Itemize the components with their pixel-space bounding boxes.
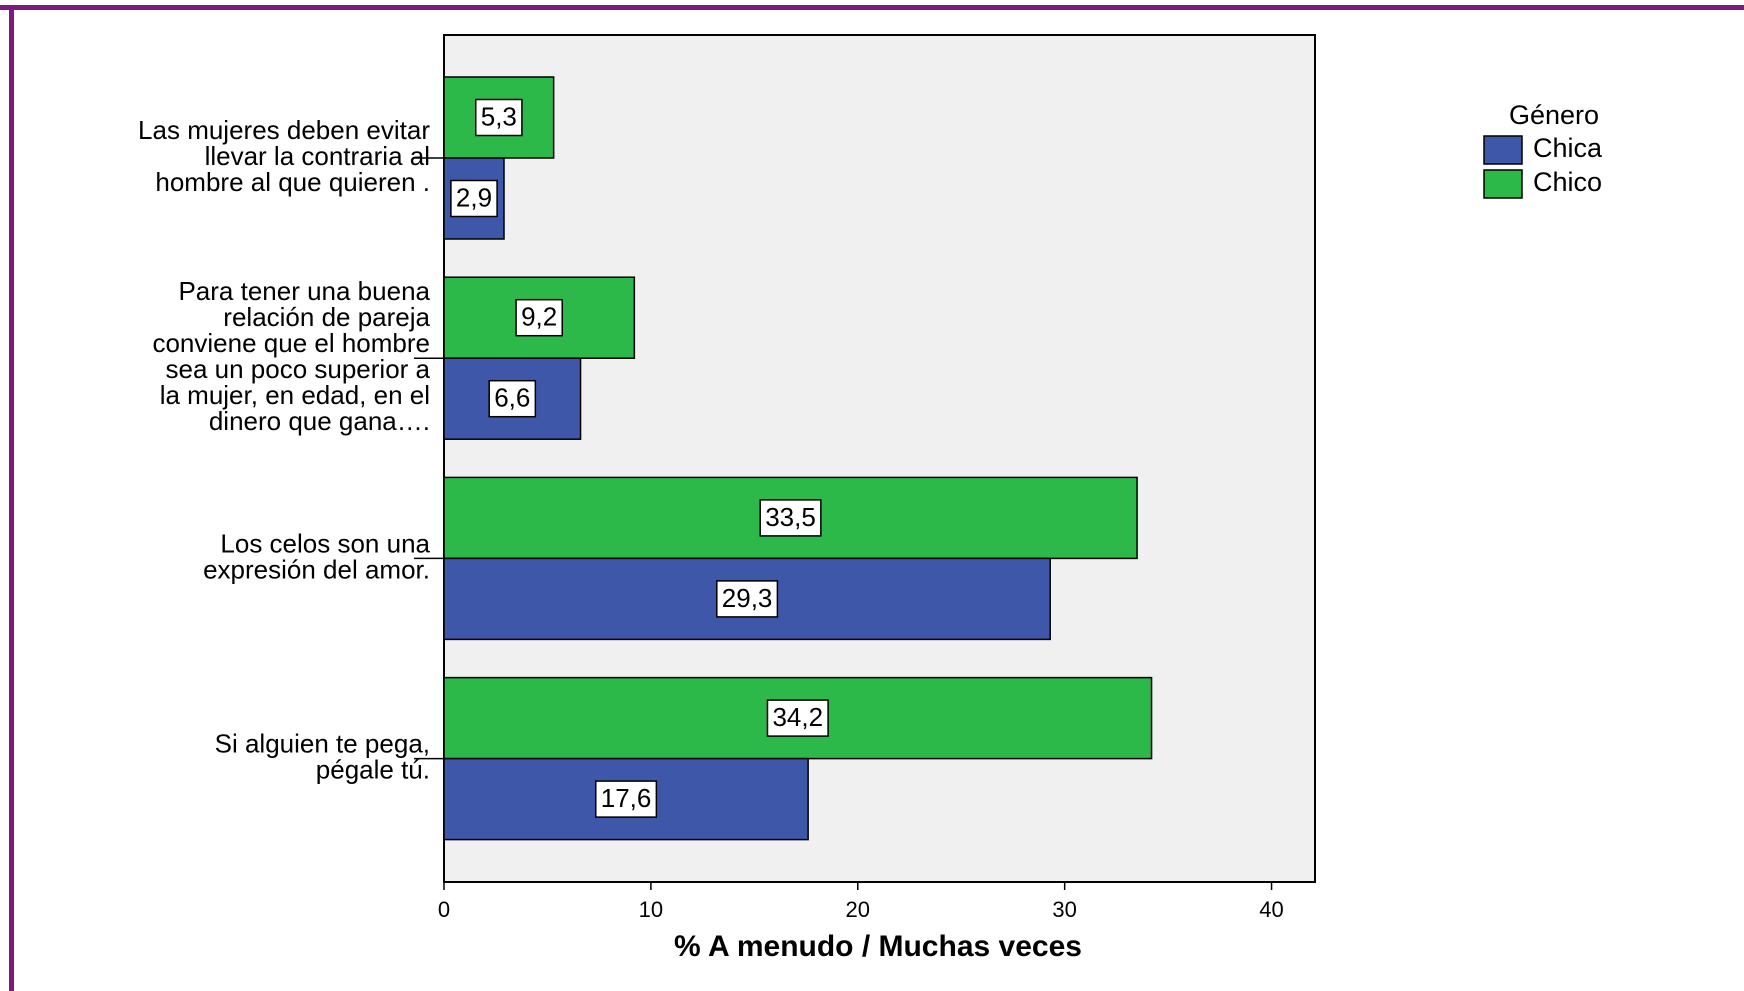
y-tick-label: llevar la contraria al [205, 141, 430, 171]
y-tick-label: Para tener una buena [178, 276, 430, 306]
legend-label: Chico [1533, 167, 1602, 197]
y-tick-label: conviene que el hombre [152, 328, 430, 358]
value-label-box [766, 699, 829, 737]
legend-title: Género [1509, 100, 1599, 130]
y-tick-label: pégale tú. [316, 754, 430, 784]
value-label: 2,9 [456, 182, 492, 212]
y-tick-label: Las mujeres deben evitar [138, 115, 430, 145]
value-label: 33,5 [765, 502, 816, 532]
y-tick-label: Los celos son una [220, 528, 430, 558]
x-tick-label: 20 [846, 897, 870, 922]
y-tick-label: relación de pareja [223, 302, 430, 332]
x-tick-label: 30 [1052, 897, 1076, 922]
value-label-box [450, 179, 498, 218]
legend-swatch [1483, 169, 1523, 199]
y-tick-label: hombre al que quieren . [155, 167, 430, 197]
value-label-box [716, 580, 779, 618]
value-label-box [595, 780, 658, 818]
y-tick-label: Si alguien te pega, [215, 728, 430, 758]
value-label: 9,2 [521, 302, 557, 332]
value-label-box [488, 379, 537, 418]
y-tick-label: la mujer, en edad, en el [160, 380, 430, 410]
value-label-box [474, 98, 523, 137]
x-tick-label: 0 [438, 897, 450, 922]
value-label-box [515, 298, 563, 337]
frame-left [9, 5, 14, 991]
value-label: 5,3 [481, 101, 517, 131]
legend-label: Chica [1533, 133, 1603, 163]
frame-top [0, 5, 1744, 10]
y-tick-label: dinero que gana…. [209, 406, 430, 436]
x-tick-label: 40 [1259, 897, 1283, 922]
legend-swatch [1483, 135, 1523, 165]
x-tick-label: 10 [639, 897, 663, 922]
value-label: 17,6 [601, 783, 652, 813]
x-axis-title: % A menudo / Muchas veces [674, 930, 1082, 963]
value-label: 34,2 [772, 702, 823, 732]
value-label-box [759, 499, 822, 537]
value-label: 6,6 [494, 383, 530, 413]
value-label: 29,3 [722, 583, 773, 613]
y-tick-label: expresión del amor. [203, 554, 430, 584]
y-tick-label: sea un poco superior a [165, 354, 430, 384]
